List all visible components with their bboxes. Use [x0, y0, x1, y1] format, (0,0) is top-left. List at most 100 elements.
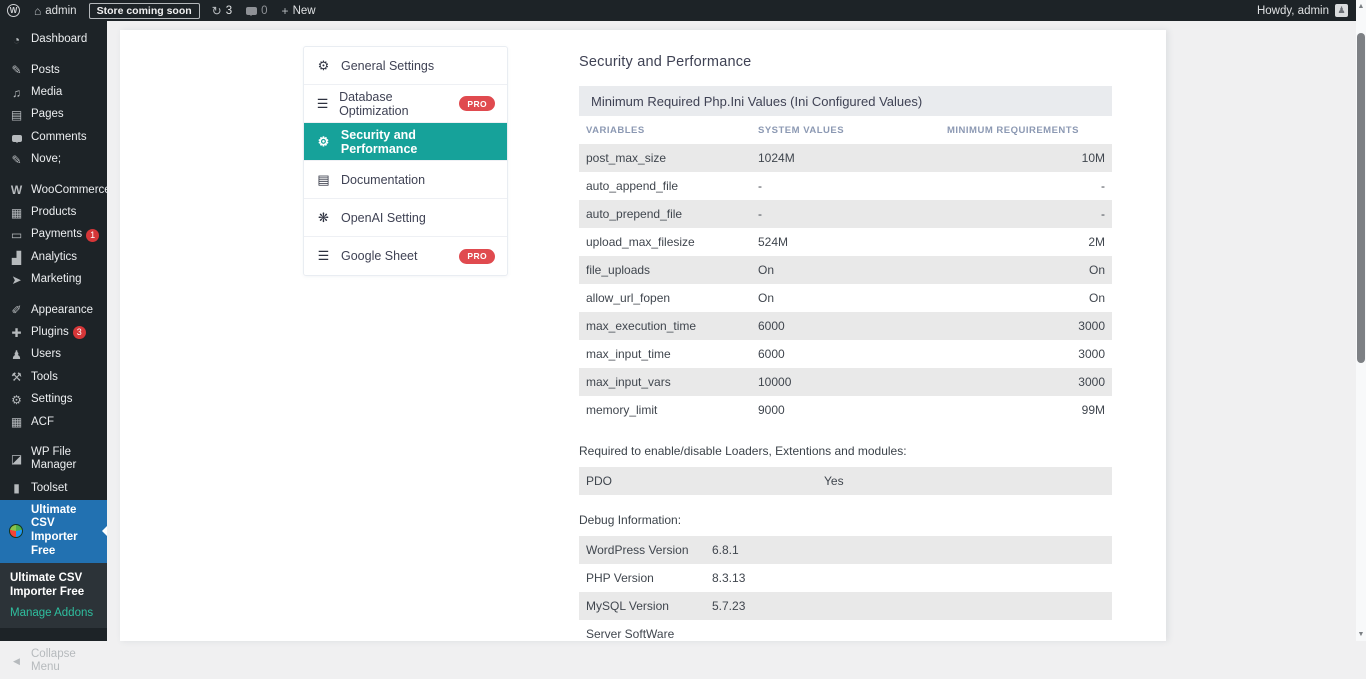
- tab-documentation[interactable]: ▤ Documentation: [304, 161, 507, 199]
- collapse-arrow-icon: ◀: [9, 656, 24, 667]
- tab-general-settings[interactable]: ⚙ General Settings: [304, 47, 507, 85]
- site-name-label: admin: [45, 5, 76, 17]
- wordpress-logo-icon: W: [7, 4, 20, 17]
- sidebar-item-nove[interactable]: ✎ Nove;: [0, 149, 107, 171]
- sidebar-item-plugins[interactable]: ✚ Plugins 3: [0, 322, 107, 344]
- collapse-menu-button[interactable]: ◀ Collapse Menu: [0, 644, 107, 679]
- update-icon: ↻: [212, 5, 222, 17]
- table-row: max_input_time 6000 3000: [579, 340, 1112, 368]
- megaphone-icon: ➤: [9, 273, 24, 287]
- wordpress-menu[interactable]: W: [0, 0, 27, 21]
- scroll-up-arrow[interactable]: ▲: [1356, 3, 1366, 10]
- scroll-down-arrow[interactable]: ▼: [1356, 631, 1366, 638]
- sidebar-item-tools[interactable]: ⚒ Tools: [0, 366, 107, 388]
- comments-link[interactable]: 0: [239, 0, 274, 21]
- posts-icon: ✎: [9, 63, 24, 77]
- plus-icon: +: [282, 5, 289, 17]
- table-row: max_input_vars 10000 3000: [579, 368, 1112, 396]
- acf-icon: ▦: [9, 415, 24, 429]
- table-row: PDO Yes: [579, 467, 1112, 495]
- sidebar-item-acf[interactable]: ▦ ACF: [0, 411, 107, 433]
- sidebar-item-settings[interactable]: ⚙ Settings: [0, 389, 107, 411]
- collapse-menu-label: Collapse Menu: [31, 648, 101, 676]
- account-menu[interactable]: Howdy, admin ♟: [1257, 4, 1356, 17]
- sidebar-item-label: Users: [31, 348, 61, 362]
- scrollbar-thumb[interactable]: [1357, 33, 1365, 363]
- security-performance-panel: Security and Performance Minimum Require…: [579, 54, 1112, 648]
- php-ini-column-headers: VARIABLES SYSTEM VALUES MINIMUM REQUIREM…: [579, 116, 1112, 144]
- submenu-item-csv-importer[interactable]: Ultimate CSV Importer Free: [0, 568, 107, 603]
- sidebar-item-woocommerce[interactable]: W WooCommerce: [0, 179, 107, 201]
- sidebar-item-label: Marketing: [31, 273, 82, 287]
- sidebar-item-label: Payments: [31, 228, 82, 242]
- update-count: 3: [226, 5, 232, 17]
- sidebar-item-toolset[interactable]: ▮ Toolset: [0, 477, 107, 499]
- payments-icon: ▭: [9, 228, 24, 242]
- sidebar-item-label: Analytics: [31, 251, 77, 265]
- pushpin-icon: ✎: [9, 153, 24, 167]
- sidebar-item-label: Appearance: [31, 304, 93, 318]
- tab-label: OpenAI Setting: [341, 211, 426, 225]
- sidebar-item-media[interactable]: ♫ Media: [0, 82, 107, 104]
- column-system-values: SYSTEM VALUES: [758, 125, 947, 136]
- sidebar-item-posts[interactable]: ✎ Posts: [0, 59, 107, 81]
- sidebar-item-label: WP File Manager: [31, 446, 101, 474]
- submenu-item-manage-addons[interactable]: Manage Addons: [0, 603, 107, 621]
- updates-link[interactable]: ↻ 3: [205, 0, 239, 21]
- table-row: Server SoftWare: [579, 620, 1112, 648]
- sidebar-item-comments[interactable]: Comments: [0, 127, 107, 149]
- store-coming-soon-badge[interactable]: Store coming soon: [89, 3, 200, 19]
- settings-tab-list: ⚙ General Settings ☰ Database Optimizati…: [303, 46, 508, 276]
- table-row: allow_url_fopen On On: [579, 284, 1112, 312]
- sidebar-item-label: Nove;: [31, 153, 61, 167]
- column-minimum-requirements: MINIMUM REQUIREMENTS: [947, 125, 1105, 136]
- new-content-link[interactable]: + New: [275, 0, 323, 21]
- sidebar-item-label: Posts: [31, 64, 60, 78]
- new-label: New: [293, 5, 316, 17]
- table-row: WordPress Version 6.8.1: [579, 536, 1112, 564]
- sidebar-item-ultimate-csv-importer[interactable]: Ultimate CSV Importer Free: [0, 500, 107, 563]
- tab-openai-setting[interactable]: ❋ OpenAI Setting: [304, 199, 507, 237]
- table-row: memory_limit 9000 99M: [579, 396, 1112, 424]
- sidebar-item-dashboard[interactable]: ◔ Dashboard: [0, 29, 107, 51]
- table-row: upload_max_filesize 524M 2M: [579, 228, 1112, 256]
- sidebar-item-users[interactable]: ♟ Users: [0, 344, 107, 366]
- tab-label: Documentation: [341, 173, 425, 187]
- sidebar-item-payments[interactable]: ▭ Payments 1: [0, 224, 107, 246]
- sidebar-item-appearance[interactable]: ✐ Appearance: [0, 299, 107, 321]
- brush-icon: ✐: [9, 303, 24, 317]
- vertical-scrollbar: ▲ ▼: [1356, 0, 1366, 641]
- debug-section-label: Debug Information:: [579, 513, 1112, 527]
- openai-icon: ❋: [316, 210, 331, 226]
- plugin-icon: ✚: [9, 326, 24, 340]
- site-name-link[interactable]: ⌂ admin: [27, 0, 84, 21]
- admin-top-bar: W ⌂ admin Store coming soon ↻ 3 0 + New …: [0, 0, 1356, 21]
- sidebar-item-wp-file-manager[interactable]: ◪ WP File Manager: [0, 442, 107, 478]
- page-title: Security and Performance: [579, 54, 1112, 70]
- woocommerce-icon: W: [9, 183, 24, 197]
- sidebar-item-products[interactable]: ▦ Products: [0, 202, 107, 224]
- table-row: MySQL Version 5.7.23: [579, 592, 1112, 620]
- sidebar-item-label: Settings: [31, 393, 73, 407]
- sidebar-item-label: Media: [31, 86, 62, 100]
- tab-google-sheet[interactable]: ☰ Google Sheet PRO: [304, 237, 507, 275]
- sheet-icon: ☰: [316, 248, 331, 264]
- tab-security-and-performance[interactable]: ⚙ Security and Performance: [304, 123, 507, 161]
- tab-database-optimization[interactable]: ☰ Database Optimization PRO: [304, 85, 507, 123]
- comments-icon: [9, 131, 24, 145]
- sidebar-item-label: Ultimate CSV Importer Free: [31, 504, 101, 559]
- table-row: max_execution_time 6000 3000: [579, 312, 1112, 340]
- pages-icon: ▤: [9, 108, 24, 122]
- tools-icon: ⚒: [9, 370, 24, 384]
- sidebar-item-analytics[interactable]: ▟ Analytics: [0, 247, 107, 269]
- sidebar-item-label: ACF: [31, 416, 54, 430]
- table-row: file_uploads On On: [579, 256, 1112, 284]
- payments-count-badge: 1: [86, 229, 99, 242]
- sidebar-item-marketing[interactable]: ➤ Marketing: [0, 269, 107, 291]
- column-variables: VARIABLES: [586, 125, 758, 136]
- sidebar-item-label: Toolset: [31, 482, 67, 496]
- sidebar-item-label: Products: [31, 206, 76, 220]
- plugin-settings-card: ⚙ General Settings ☰ Database Optimizati…: [120, 30, 1166, 641]
- sidebar-item-pages[interactable]: ▤ Pages: [0, 104, 107, 126]
- media-icon: ♫: [9, 86, 24, 100]
